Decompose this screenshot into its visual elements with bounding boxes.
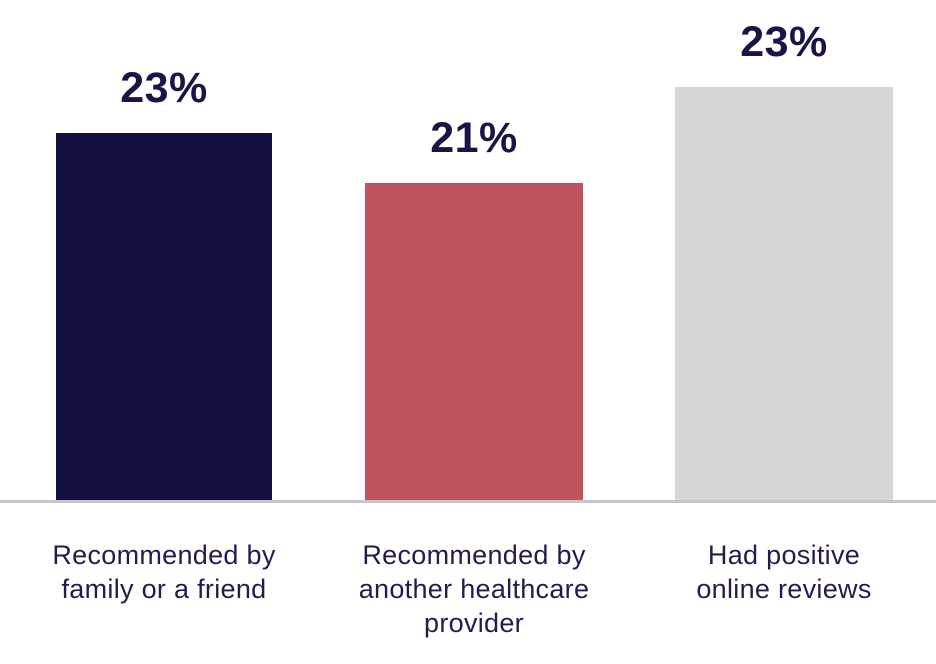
- x-axis-line: [0, 500, 936, 503]
- category-label-line: family or a friend: [61, 574, 267, 604]
- category-label-line: another healthcare: [358, 574, 590, 604]
- category-label: Recommended by family or a friend: [14, 538, 314, 606]
- bar-1: [56, 133, 272, 500]
- category-label: Recommended by another healthcare provider: [324, 538, 624, 640]
- bar-value-label: 21%: [430, 114, 518, 162]
- bar-value-label: 23%: [120, 64, 208, 112]
- category-label-line: Recommended by: [52, 540, 276, 570]
- category-label-line: Recommended by: [362, 540, 586, 570]
- bar-value-label: 23%: [740, 18, 828, 66]
- category-label: Had positive online reviews: [634, 538, 934, 606]
- category-label-line: Had positive: [707, 540, 861, 570]
- bar-3: [675, 87, 893, 500]
- category-label-line: provider: [424, 608, 524, 638]
- bar-2: [365, 183, 583, 500]
- category-label-line: online reviews: [696, 574, 872, 604]
